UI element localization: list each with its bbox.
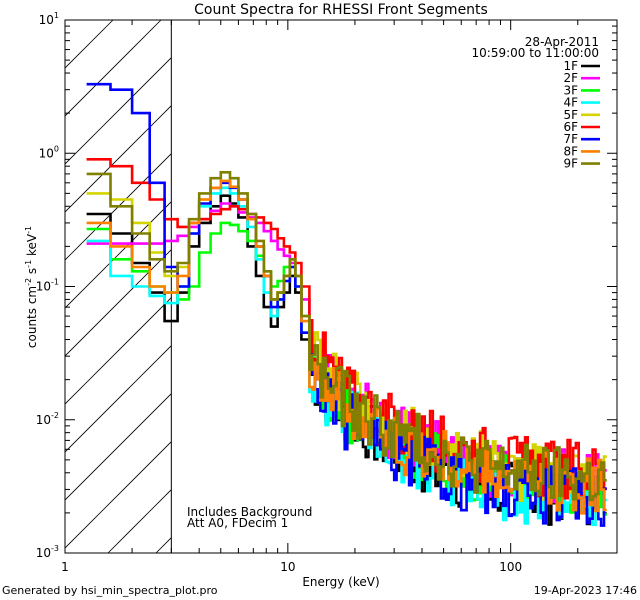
y-tick-label: 10-3: [36, 544, 59, 560]
hatch-line: [65, 441, 172, 549]
series-line-8f: [86, 179, 607, 515]
legend-label-9f: 9F: [563, 157, 578, 171]
series-layer: [86, 82, 607, 527]
x-tick-label: 1: [61, 560, 69, 574]
y-tick-label: 101: [39, 11, 59, 27]
hatch-line: [65, 57, 172, 165]
time-range-label: 10:59:00 to 11:00:00: [472, 46, 599, 60]
hatch-line: [65, 20, 162, 117]
y-label-exp2: -1: [24, 260, 33, 268]
y-label-tail: keV: [25, 233, 39, 260]
hatch-line: [65, 20, 114, 69]
x-tick-label: 10: [280, 560, 295, 574]
y-label-mid: s: [25, 268, 39, 278]
footer-timestamp: 19-Apr-2023 17:46: [534, 584, 637, 597]
legend-label-5f: 5F: [563, 108, 578, 122]
y-tick-label: 10-1: [36, 278, 59, 294]
legend-label-4f: 4F: [563, 96, 578, 110]
footer-generated-by: Generated by hsi_min_spectra_plot.pro: [2, 584, 218, 597]
y-tick-exp: 0: [54, 144, 59, 153]
y-tick-base: 10: [39, 146, 54, 160]
y-label-exp3: -1: [24, 226, 33, 234]
y-axis-label: counts cm-2 s-1 keV-1: [24, 226, 39, 348]
y-tick-exp: 1: [54, 11, 59, 20]
y-tick-exp: -3: [51, 544, 59, 553]
legend-label-1f: 1F: [563, 59, 578, 73]
legend-label-6f: 6F: [563, 120, 578, 134]
y-label-base: counts cm: [25, 286, 39, 348]
series-line-9f: [86, 171, 607, 502]
hatch-line: [65, 393, 172, 501]
y-tick-base: 10: [36, 413, 51, 427]
y-tick-base: 10: [36, 280, 51, 294]
legend-label-8f: 8F: [563, 144, 578, 158]
y-label-exp1: -2: [24, 278, 33, 286]
hatch-line: [65, 105, 172, 213]
annotation-background: Includes Background: [187, 505, 312, 519]
hatch-line: [65, 201, 172, 309]
date-label: 28-Apr-2011: [525, 35, 599, 49]
annotation-attenuator: Att A0, FDecim 1: [187, 516, 288, 530]
y-tick-base: 10: [39, 13, 54, 27]
y-tick-base: 10: [36, 546, 51, 560]
legend-label-3f: 3F: [563, 83, 578, 97]
x-axis: 1 10 100: [61, 20, 618, 574]
x-axis-label: Energy (keV): [302, 575, 379, 589]
chart-title: Count Spectra for RHESSI Front Segments: [194, 2, 488, 18]
y-tick-label: 10-2: [36, 411, 59, 427]
legend-label-2f: 2F: [563, 71, 578, 85]
x-tick-label: 100: [499, 560, 522, 574]
legend-label-7f: 7F: [563, 132, 578, 146]
y-tick-exp: -2: [51, 411, 59, 420]
y-tick-label: 100: [39, 144, 59, 160]
y-tick-exp: -1: [51, 278, 59, 287]
